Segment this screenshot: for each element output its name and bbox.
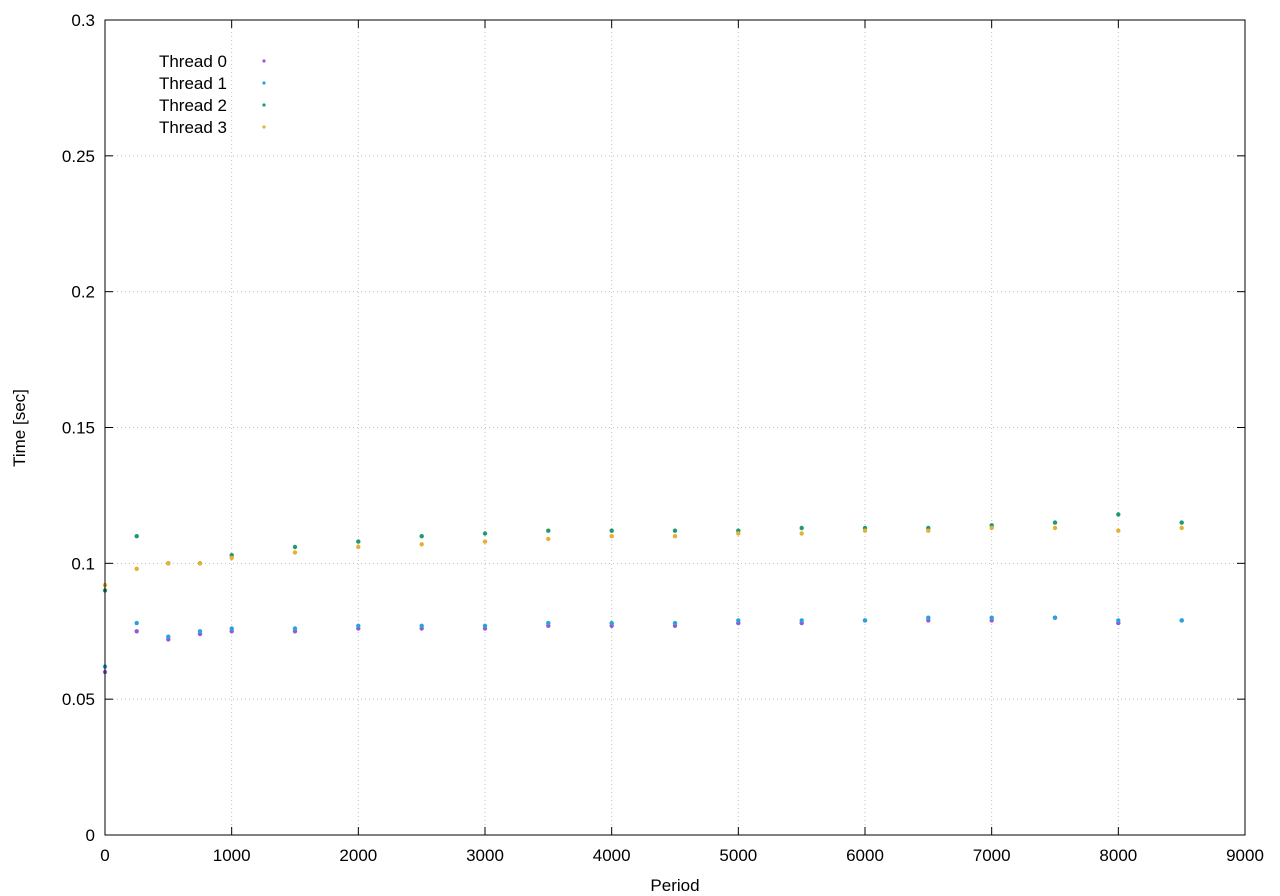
data-point <box>926 528 931 533</box>
data-point <box>134 620 139 626</box>
legend-label: Thread 3 <box>159 118 227 137</box>
data-point <box>799 531 804 536</box>
data-point <box>546 620 551 626</box>
data-point <box>197 629 203 634</box>
data-point <box>356 544 361 550</box>
data-point <box>1179 525 1184 531</box>
x-tick-label: 0 <box>100 846 109 865</box>
data-point <box>1052 525 1058 531</box>
legend-label: Thread 1 <box>159 74 227 93</box>
y-tick-label: 0 <box>86 826 95 845</box>
data-point <box>989 615 994 620</box>
data-point <box>356 623 361 628</box>
grid <box>105 20 1245 835</box>
data-point <box>736 618 741 623</box>
data-point <box>134 629 139 634</box>
data-point <box>166 561 171 566</box>
data-point <box>1116 618 1121 623</box>
x-tick-label: 5000 <box>719 846 757 865</box>
data-point <box>799 618 804 623</box>
legend-label: Thread 0 <box>159 52 227 71</box>
legend-marker <box>262 125 266 129</box>
data-point <box>292 544 298 550</box>
y-tick-label: 0.25 <box>62 147 95 166</box>
x-tick-label: 6000 <box>846 846 884 865</box>
data-point <box>482 623 488 628</box>
data-point <box>609 528 614 533</box>
data-point <box>166 634 171 639</box>
y-tick-label: 0.3 <box>71 11 95 30</box>
data-point <box>419 534 424 539</box>
x-axis-title: Period <box>650 876 699 895</box>
data-point <box>1179 618 1184 623</box>
x-tick-label: 2000 <box>339 846 377 865</box>
data-point <box>989 525 994 531</box>
x-tick-label: 3000 <box>466 846 504 865</box>
data-point <box>134 534 139 539</box>
x-tick-label: 9000 <box>1226 846 1264 865</box>
x-tick-label: 1000 <box>213 846 251 865</box>
y-tick-label: 0.1 <box>71 554 95 573</box>
data-point <box>482 539 488 544</box>
data-point <box>862 528 868 533</box>
data-points <box>102 512 1184 675</box>
data-point <box>926 615 931 620</box>
data-point <box>197 561 203 566</box>
series-3 <box>102 525 1184 588</box>
data-point <box>672 528 678 533</box>
data-point <box>1116 528 1121 533</box>
x-tick-label: 7000 <box>973 846 1011 865</box>
data-point <box>1179 520 1184 525</box>
data-point <box>229 555 234 561</box>
axis-ticks: 0 1000 2000 3000 4000 5000 6000 7000 8000 9000 0 0.… <box>62 11 1264 865</box>
y-tick-label: 0.2 <box>71 283 95 302</box>
y-tick-label: 0.15 <box>62 419 95 438</box>
data-point <box>799 525 804 531</box>
x-tick-label: 4000 <box>593 846 631 865</box>
data-point <box>356 539 361 544</box>
data-point <box>1052 615 1058 620</box>
data-point <box>229 626 234 631</box>
series-1 <box>102 615 1184 669</box>
legend-label: Thread 2 <box>159 96 227 115</box>
data-point <box>1116 512 1121 517</box>
legend-marker <box>262 103 266 107</box>
y-tick-label: 0.05 <box>62 690 95 709</box>
data-point <box>609 620 614 626</box>
data-point <box>419 542 424 547</box>
data-point <box>736 531 741 536</box>
data-point <box>134 566 139 571</box>
y-axis-title: Time [sec] <box>10 389 29 467</box>
series-0 <box>102 615 1184 675</box>
data-point <box>292 626 298 631</box>
data-point <box>419 623 424 628</box>
data-point <box>1052 520 1058 525</box>
data-point <box>482 531 488 536</box>
data-point <box>292 550 298 555</box>
data-point <box>546 528 551 533</box>
legend: Thread 0 Thread 1 Thread 2 Thread 3 <box>159 52 266 137</box>
data-point <box>546 536 551 542</box>
legend-marker <box>262 81 266 85</box>
legend-marker <box>262 59 266 63</box>
x-tick-label: 8000 <box>1099 846 1137 865</box>
data-point <box>672 620 678 626</box>
data-point <box>862 618 868 623</box>
data-point <box>609 534 614 539</box>
data-point <box>672 534 678 539</box>
series-2 <box>102 512 1184 593</box>
